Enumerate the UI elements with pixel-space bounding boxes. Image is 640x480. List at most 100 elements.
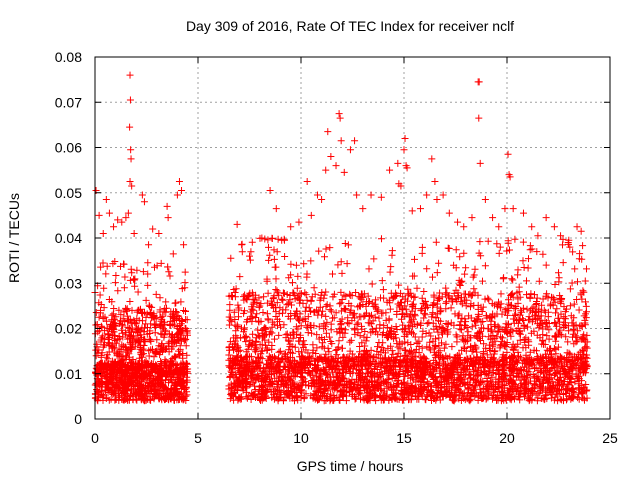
data-point xyxy=(475,78,483,86)
data-point xyxy=(489,214,497,222)
x-tick-label: 15 xyxy=(396,430,412,446)
data-point xyxy=(114,216,122,224)
data-point xyxy=(233,220,241,228)
data-point xyxy=(295,218,303,226)
y-tick-label: 0.02 xyxy=(55,321,82,337)
y-axis-label: ROTI / TECUs xyxy=(6,193,22,283)
x-tick-label: 20 xyxy=(499,430,515,446)
data-point xyxy=(481,196,489,204)
data-point xyxy=(128,182,136,190)
data-point xyxy=(130,229,138,237)
data-point xyxy=(180,241,188,249)
data-point xyxy=(287,223,295,231)
data-point xyxy=(573,223,581,231)
data-point xyxy=(468,214,476,222)
data-point xyxy=(423,191,431,199)
data-point xyxy=(509,205,517,213)
data-point xyxy=(386,166,394,174)
data-point xyxy=(439,191,447,199)
data-point xyxy=(138,191,146,199)
data-point xyxy=(127,155,135,163)
data-point xyxy=(313,191,321,199)
data-point xyxy=(105,209,113,217)
data-point xyxy=(476,159,484,167)
data-point xyxy=(565,236,573,244)
data-point xyxy=(454,218,462,226)
data-point xyxy=(322,166,330,174)
data-point xyxy=(318,196,326,204)
x-tick-label: 25 xyxy=(602,430,618,446)
data-point xyxy=(403,164,411,172)
data-point xyxy=(327,153,335,161)
data-point xyxy=(324,128,332,136)
data-point xyxy=(475,114,483,122)
data-point xyxy=(272,205,280,213)
data-point xyxy=(169,250,177,258)
data-point xyxy=(351,137,359,145)
data-point xyxy=(359,205,367,213)
data-point xyxy=(155,229,163,237)
data-point xyxy=(557,232,565,240)
data-points xyxy=(91,71,591,405)
data-point xyxy=(346,146,354,154)
data-point xyxy=(445,209,453,217)
data-point xyxy=(495,223,503,231)
data-point xyxy=(506,173,514,181)
data-point-cloud xyxy=(91,234,591,405)
data-point xyxy=(95,211,103,219)
data-point xyxy=(118,218,126,226)
y-tick-label: 0.01 xyxy=(55,366,82,382)
y-tick-label: 0 xyxy=(74,411,82,427)
data-point xyxy=(99,229,107,237)
data-point xyxy=(145,241,153,249)
data-point xyxy=(367,191,375,199)
x-axis-label: GPS time / hours xyxy=(297,458,404,474)
y-tick-labels: 0 0.01 0.02 0.03 0.04 0.05 0.06 0.07 0.08 xyxy=(55,49,82,427)
data-point xyxy=(528,223,536,231)
data-point xyxy=(534,232,542,240)
data-point xyxy=(307,211,315,219)
y-tick-label: 0.03 xyxy=(55,275,82,291)
data-point xyxy=(149,225,157,233)
x-tick-label: 5 xyxy=(194,430,202,446)
x-tick-label: 0 xyxy=(91,430,99,446)
data-point xyxy=(542,214,550,222)
data-point xyxy=(266,186,274,194)
data-point xyxy=(394,159,402,167)
data-point xyxy=(408,207,416,215)
data-point xyxy=(401,134,409,142)
data-point xyxy=(281,236,289,244)
data-point xyxy=(110,223,118,231)
data-point xyxy=(127,146,135,154)
data-point xyxy=(428,155,436,163)
data-point xyxy=(397,182,405,190)
data-point xyxy=(416,205,424,213)
data-point xyxy=(353,191,361,199)
data-point xyxy=(126,96,134,104)
data-point xyxy=(122,214,130,222)
data-point xyxy=(126,71,134,79)
data-point xyxy=(519,209,527,217)
data-point xyxy=(102,196,110,204)
y-tick-label: 0.06 xyxy=(55,140,82,156)
data-point xyxy=(340,168,348,176)
data-point xyxy=(337,137,345,145)
data-point xyxy=(164,214,172,222)
x-tick-labels: 0 5 10 15 20 25 xyxy=(91,430,618,446)
data-point xyxy=(581,277,589,285)
data-point xyxy=(246,252,253,260)
data-point xyxy=(175,177,183,185)
data-point xyxy=(336,114,344,122)
data-point xyxy=(126,123,134,131)
data-point xyxy=(126,177,134,185)
data-point xyxy=(335,110,343,118)
data-point xyxy=(377,193,385,201)
data-point xyxy=(303,177,311,185)
data-point xyxy=(501,205,509,213)
data-point xyxy=(431,177,439,185)
data-point xyxy=(258,234,266,242)
data-point xyxy=(163,202,171,210)
y-tick-label: 0.04 xyxy=(55,230,82,246)
data-point xyxy=(332,162,340,170)
